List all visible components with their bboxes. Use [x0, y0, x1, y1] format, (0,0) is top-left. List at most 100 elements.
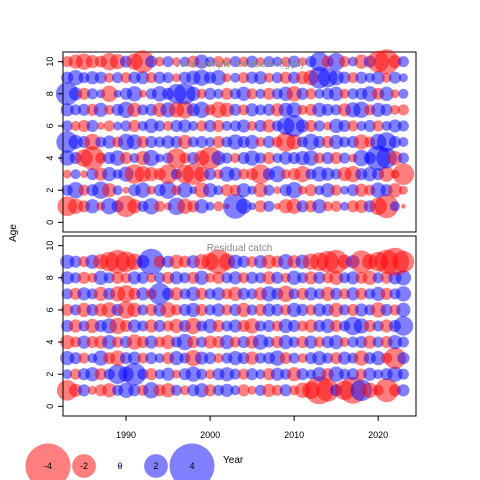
bubble-age1-2018 [354, 199, 368, 213]
bubble-age6-1995 [160, 302, 176, 318]
bubble-age8-1999 [194, 270, 209, 285]
bubble-age9-1989 [112, 72, 124, 84]
bubble-age4-2013 [313, 336, 325, 348]
y-tick-label: 8 [45, 275, 55, 280]
y-tick-label: 8 [45, 91, 55, 96]
legend-bubble [144, 454, 168, 478]
bubble-age4-2002 [221, 152, 233, 164]
bubble-age1-2007 [263, 200, 275, 212]
bubble-age7-2010 [288, 288, 300, 300]
bubble-age8-2007 [262, 87, 275, 100]
bubble-age4-2012 [303, 150, 319, 166]
bubble-age8-2017 [347, 88, 359, 100]
bubble-age5-2005 [244, 134, 260, 150]
bubble-age2-1998 [185, 366, 201, 382]
bubble-age6-2007 [262, 303, 276, 317]
y-tick-label: 2 [45, 372, 55, 377]
bubble-age8-1999 [196, 88, 207, 99]
bubble-age5-2018 [353, 134, 370, 150]
bubble-age7-2001 [211, 287, 226, 301]
bubble-age2-2011 [298, 185, 308, 195]
bubble-age5-2003 [228, 319, 242, 333]
bubble-age2-1989 [112, 185, 123, 196]
bubble-age1-1996 [170, 384, 183, 396]
bubble-age9-2003 [230, 72, 241, 83]
bubble-age6-2023 [396, 302, 411, 318]
bubble-age9-2023 [392, 250, 415, 273]
bubble-age1-1984 [69, 383, 83, 397]
bubble-age4-2013 [313, 152, 325, 164]
bubble-age3-2009 [279, 352, 292, 365]
bubble-age9-1993 [145, 72, 157, 84]
bubble-age4-1994 [155, 153, 165, 163]
bubble-age3-2010 [288, 352, 300, 364]
bubble-age1-1986 [87, 385, 97, 395]
bubble-age7-1992 [136, 287, 150, 301]
bubble-age2-1990 [122, 186, 130, 194]
bubble-age8-2013 [313, 271, 326, 284]
bubble-age10-1995 [162, 56, 174, 68]
bubble-age4-2015 [330, 152, 343, 165]
bubble-age10-2015 [327, 52, 345, 71]
bubble-age7-2014 [321, 103, 334, 116]
bubble-age2-2020 [373, 369, 384, 380]
bubble-age9-1984 [67, 70, 84, 86]
bubble-age7-1984 [70, 104, 82, 116]
bubble-age5-1991 [127, 319, 142, 333]
bubble-age8-2022 [390, 89, 400, 99]
bubble-age5-1998 [187, 136, 199, 148]
bubble-age6-2020 [372, 120, 384, 132]
bubble-age1-2005 [248, 202, 257, 211]
bubble-age6-2012 [304, 119, 318, 132]
bubble-age7-1999 [193, 101, 210, 119]
bubble-age4-2005 [244, 150, 260, 166]
bubble-age2-1983 [62, 369, 73, 380]
bubble-age2-2014 [320, 183, 335, 198]
bubble-age8-1988 [101, 85, 118, 102]
y-axis-title: Age [8, 224, 19, 242]
legend-bubble [169, 443, 215, 480]
bubble-age6-1983 [61, 120, 73, 132]
bubble-age8-2006 [255, 88, 266, 99]
bubble-age9-2020 [371, 71, 385, 85]
bubble-age9-2016 [338, 71, 351, 84]
bubble-age9-1995 [162, 72, 174, 84]
bubble-age9-2018 [355, 71, 368, 84]
bubble-age8-2008 [271, 271, 284, 284]
bubble-age8-1993 [146, 272, 157, 283]
legend-label: 0 [117, 461, 122, 471]
bubble-age7-2006 [254, 104, 267, 116]
bubble-age3-2014 [322, 352, 334, 364]
bubble-age3-2023 [397, 352, 410, 365]
bubble-age8-1985 [77, 87, 91, 100]
y-tick-label: 10 [45, 57, 55, 67]
bubble-age2-2019 [363, 367, 377, 381]
bubble-age5-1997 [177, 134, 192, 150]
bubble-age1-2015 [330, 200, 342, 212]
bubble-age1-2011 [296, 200, 309, 213]
bubble-age4-2010 [288, 336, 300, 348]
bubble-age9-1987 [94, 71, 107, 84]
bubble-age3-1999 [195, 351, 209, 365]
bubble-age8-1996 [169, 271, 184, 285]
bubble-age4-2020 [372, 336, 384, 348]
bubble-age5-1993 [145, 135, 158, 149]
bubble-age5-2010 [288, 319, 301, 333]
bubble-age8-2001 [213, 88, 224, 99]
bubble-age5-2012 [304, 319, 318, 333]
bubble-age2-2010 [285, 182, 303, 199]
bubble-age1-1993 [143, 198, 160, 215]
bubble-age6-2001 [212, 119, 225, 132]
bubble-age6-1986 [86, 119, 99, 132]
bubble-age4-1995 [160, 334, 176, 350]
bubble-age1-2019 [362, 382, 378, 398]
bubble-age6-2004 [236, 302, 251, 318]
bubble-age2-2006 [255, 369, 266, 380]
bubble-age10-2002 [222, 57, 232, 67]
bubble-age3-2013 [312, 351, 327, 366]
y-tick-label: 6 [45, 307, 55, 312]
bubble-age10-2004 [238, 56, 249, 67]
bubble-age5-2022 [388, 135, 402, 149]
bubble-age4-1998 [187, 336, 200, 349]
bubble-age8-2013 [314, 88, 325, 99]
